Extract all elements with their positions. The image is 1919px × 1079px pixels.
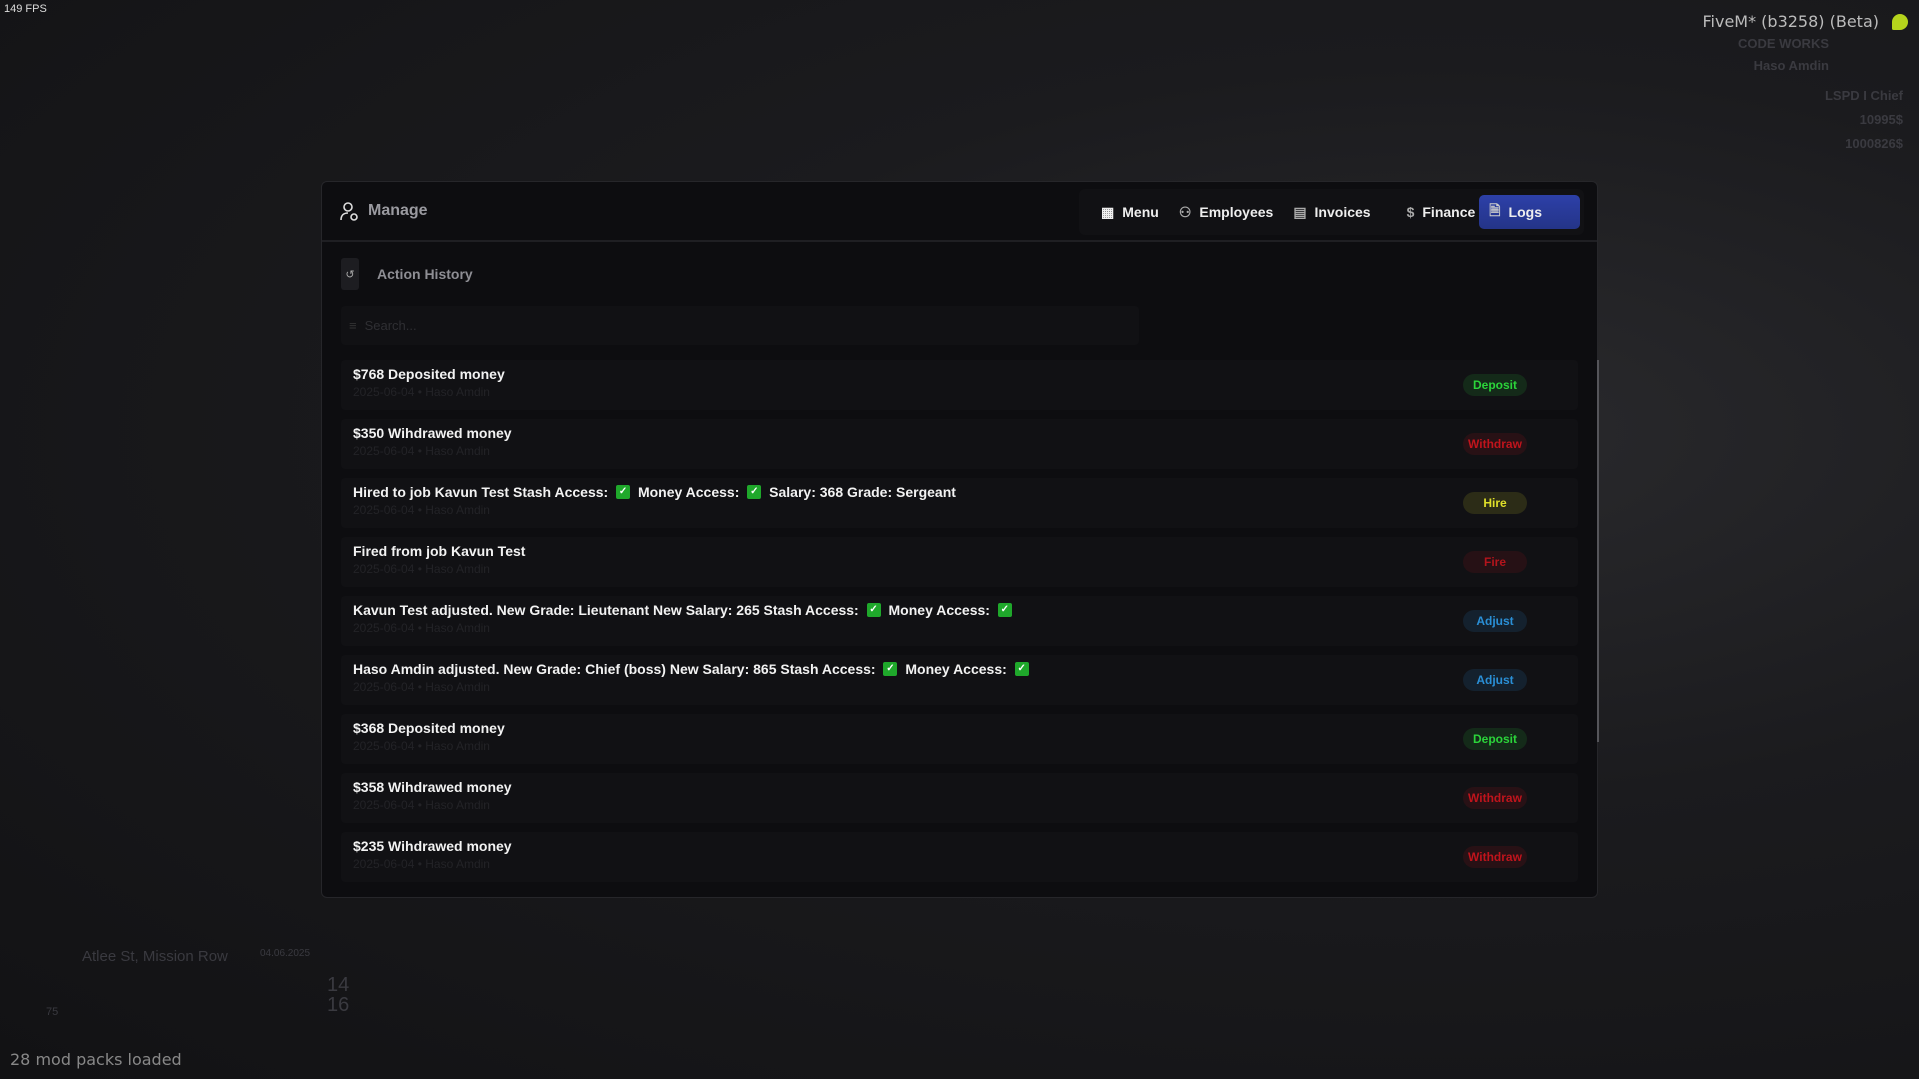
hud-health: 75	[46, 1006, 59, 1018]
checkmark-icon: ✓	[747, 485, 762, 499]
log-row: Fired from job Kavun Test 2025-06-04 • Ha…	[341, 537, 1578, 587]
panel-header: Manage ▦ Menu ⚇ Employees ▤ Invoices $ Finan…	[322, 182, 1597, 242]
hud-date: 04.06.2025	[260, 948, 311, 959]
page-title: Manage	[368, 202, 428, 219]
section-title: Action History	[377, 266, 473, 282]
type-badge: Withdraw	[1463, 787, 1527, 809]
type-badge: Hire	[1463, 492, 1527, 514]
tab-label: Logs	[1508, 204, 1542, 220]
type-badge: Adjust	[1463, 610, 1527, 632]
log-row: Kavun Test adjusted. New Grade: Lieutena…	[341, 596, 1578, 646]
log-row: $358 Wihdrawed money 2025-06-04 • Haso Am…	[341, 773, 1578, 823]
log-title: $368 Deposited money	[353, 720, 505, 736]
receipt-icon: ▤	[1293, 203, 1307, 220]
type-badge: Deposit	[1463, 728, 1527, 750]
mods-loaded: 28 mod packs loaded	[10, 1050, 182, 1069]
type-badge: Deposit	[1463, 374, 1527, 396]
log-meta: 2025-06-04 • Haso Amdin	[353, 444, 490, 458]
log-title: $235 Wihdrawed money	[353, 838, 512, 854]
log-row: $368 Deposited money 2025-06-04 • Haso Am…	[341, 714, 1578, 764]
log-title: Hired to job Kavun Test Stash Access: ✓ …	[353, 484, 956, 500]
hud-job: LSPD I Chief	[1824, 88, 1903, 103]
user-cog-icon	[340, 202, 358, 221]
hud-cash: 1000826$	[1845, 136, 1903, 151]
grid-icon: ▦	[1101, 203, 1115, 220]
tab-employees[interactable]: ⚇ Employees	[1169, 195, 1284, 229]
checkmark-icon: ✓	[883, 662, 898, 676]
search-box: ≡	[341, 306, 1139, 345]
type-badge: Withdraw	[1463, 846, 1527, 868]
tab-logs[interactable]: 🗎 Logs	[1479, 195, 1580, 229]
log-meta: 2025-06-04 • Haso Amdin	[353, 503, 490, 517]
hud-location: Atlee St, Mission Row	[82, 948, 228, 965]
client-version: FiveM* (b3258) (Beta)	[1702, 12, 1879, 31]
file-icon: 🗎	[1489, 202, 1501, 218]
log-meta: 2025-06-04 • Haso Amdin	[353, 680, 490, 694]
hud-bank: 10995$	[1859, 112, 1903, 127]
manage-panel: Manage ▦ Menu ⚇ Employees ▤ Invoices $ Finan…	[321, 181, 1599, 898]
log-title: $768 Deposited money	[353, 366, 505, 382]
log-row: $768 Deposited money 2025-06-04 • Haso Am…	[341, 360, 1578, 410]
log-title: Haso Amdin adjusted. New Grade: Chief (b…	[353, 661, 1578, 677]
log-title: $358 Wihdrawed money	[353, 779, 512, 795]
checkmark-icon: ✓	[997, 603, 1012, 617]
fivem-logo-icon	[1892, 14, 1908, 30]
hud-time-minute: 16	[327, 994, 350, 1016]
log-meta: 2025-06-04 • Haso Amdin	[353, 739, 490, 753]
users-icon: ⚇	[1178, 203, 1192, 220]
log-row: Hired to job Kavun Test Stash Access: ✓ …	[341, 478, 1578, 528]
log-row: $235 Wihdrawed money 2025-06-04 • Haso Am…	[341, 832, 1578, 882]
log-row: Haso Amdin adjusted. New Grade: Chief (b…	[341, 655, 1578, 705]
tab-label: Finance	[1422, 204, 1476, 220]
checkmark-icon: ✓	[866, 603, 881, 617]
type-badge: Fire	[1463, 551, 1527, 573]
tab-finance[interactable]: $ Finance	[1397, 195, 1480, 229]
log-meta: 2025-06-04 • Haso Amdin	[353, 857, 490, 871]
hud-player: Haso Amdin	[1753, 58, 1829, 73]
log-title: $350 Wihdrawed money	[353, 425, 512, 441]
nav-tabs: ▦ Menu ⚇ Employees ▤ Invoices $ Finance 🗎 Log…	[1079, 189, 1584, 235]
tab-label: Employees	[1199, 204, 1274, 220]
log-meta: 2025-06-04 • Haso Amdin	[353, 562, 490, 576]
search-input[interactable]	[364, 318, 1065, 333]
filter-icon: ≡	[349, 318, 357, 333]
tab-label: Menu	[1122, 204, 1159, 220]
history-icon: ↺	[341, 258, 359, 290]
log-meta: 2025-06-04 • Haso Amdin	[353, 621, 490, 635]
log-title: Fired from job Kavun Test	[353, 543, 526, 559]
scrollbar[interactable]	[1597, 360, 1599, 742]
tab-label: Invoices	[1314, 204, 1371, 220]
type-badge: Withdraw	[1463, 433, 1527, 455]
dollar-icon: $	[1406, 204, 1415, 220]
section-header: ↺ Action History	[341, 258, 1597, 290]
log-list: $768 Deposited money 2025-06-04 • Haso Am…	[341, 360, 1578, 891]
hud-time-hour: 14	[327, 974, 350, 996]
log-row: $350 Wihdrawed money 2025-06-04 • Haso Am…	[341, 419, 1578, 469]
fps-counter: 149 FPS	[4, 3, 47, 15]
checkmark-icon: ✓	[616, 485, 631, 499]
type-badge: Adjust	[1463, 669, 1527, 691]
log-meta: 2025-06-04 • Haso Amdin	[353, 798, 490, 812]
tab-invoices[interactable]: ▤ Invoices	[1283, 195, 1380, 229]
checkmark-icon: ✓	[1014, 662, 1029, 676]
log-meta: 2025-06-04 • Haso Amdin	[353, 385, 490, 399]
hud-brand: CODE WORKS	[1738, 36, 1829, 51]
tab-menu[interactable]: ▦ Menu	[1091, 195, 1169, 229]
log-title: Kavun Test adjusted. New Grade: Lieutena…	[353, 602, 1578, 618]
